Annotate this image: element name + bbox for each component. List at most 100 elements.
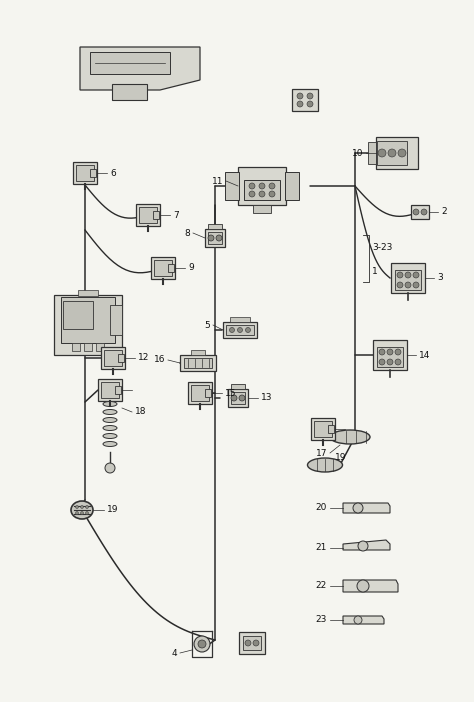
- Circle shape: [229, 328, 235, 333]
- FancyBboxPatch shape: [136, 204, 160, 226]
- Circle shape: [413, 272, 419, 278]
- Text: 9: 9: [188, 263, 194, 272]
- FancyBboxPatch shape: [225, 172, 239, 200]
- FancyBboxPatch shape: [292, 89, 318, 111]
- Text: 3: 3: [437, 274, 443, 282]
- Text: 11: 11: [211, 176, 223, 185]
- FancyBboxPatch shape: [205, 229, 225, 247]
- FancyBboxPatch shape: [110, 305, 122, 335]
- Circle shape: [253, 640, 259, 646]
- Circle shape: [198, 640, 206, 648]
- FancyBboxPatch shape: [188, 382, 212, 404]
- Circle shape: [395, 359, 401, 365]
- FancyBboxPatch shape: [104, 350, 122, 366]
- FancyBboxPatch shape: [208, 232, 222, 244]
- Circle shape: [353, 503, 363, 513]
- Polygon shape: [80, 52, 90, 80]
- Text: 21: 21: [316, 543, 327, 552]
- FancyBboxPatch shape: [238, 167, 286, 205]
- Text: 7: 7: [173, 211, 179, 220]
- Circle shape: [358, 541, 368, 551]
- Circle shape: [387, 349, 393, 355]
- Text: 19: 19: [335, 453, 346, 463]
- Text: 16: 16: [154, 355, 165, 364]
- Circle shape: [249, 191, 255, 197]
- Circle shape: [259, 191, 265, 197]
- Circle shape: [297, 101, 303, 107]
- Circle shape: [269, 191, 275, 197]
- FancyBboxPatch shape: [285, 172, 299, 200]
- FancyBboxPatch shape: [377, 347, 403, 367]
- Circle shape: [307, 93, 313, 99]
- Text: 17: 17: [316, 449, 327, 458]
- FancyBboxPatch shape: [61, 297, 115, 343]
- FancyBboxPatch shape: [239, 632, 265, 654]
- FancyBboxPatch shape: [228, 389, 248, 407]
- FancyBboxPatch shape: [84, 343, 92, 351]
- Circle shape: [387, 359, 393, 365]
- Circle shape: [85, 505, 89, 508]
- Circle shape: [297, 93, 303, 99]
- Text: 6: 6: [110, 168, 116, 178]
- Circle shape: [75, 505, 79, 508]
- Ellipse shape: [103, 434, 117, 439]
- FancyBboxPatch shape: [139, 207, 157, 223]
- FancyBboxPatch shape: [231, 392, 245, 404]
- Circle shape: [208, 235, 214, 241]
- Ellipse shape: [103, 425, 117, 430]
- Ellipse shape: [103, 442, 117, 446]
- Circle shape: [379, 349, 385, 355]
- Text: 20: 20: [316, 503, 327, 512]
- Circle shape: [194, 636, 210, 652]
- FancyBboxPatch shape: [90, 52, 170, 74]
- Polygon shape: [343, 580, 398, 592]
- Circle shape: [379, 359, 385, 365]
- FancyBboxPatch shape: [168, 264, 174, 272]
- FancyBboxPatch shape: [180, 355, 216, 371]
- Circle shape: [216, 235, 222, 241]
- Text: 14: 14: [419, 350, 430, 359]
- Polygon shape: [343, 540, 390, 550]
- FancyBboxPatch shape: [223, 322, 257, 338]
- FancyBboxPatch shape: [231, 383, 245, 388]
- Circle shape: [307, 101, 313, 107]
- FancyBboxPatch shape: [153, 211, 159, 219]
- FancyBboxPatch shape: [368, 142, 376, 164]
- Text: 22: 22: [316, 581, 327, 590]
- FancyBboxPatch shape: [191, 350, 205, 355]
- Circle shape: [398, 149, 406, 157]
- Circle shape: [269, 183, 275, 189]
- Text: 15: 15: [225, 388, 237, 397]
- Text: 5: 5: [204, 321, 210, 329]
- FancyBboxPatch shape: [208, 223, 222, 228]
- FancyBboxPatch shape: [73, 162, 97, 184]
- Text: 13: 13: [261, 394, 273, 402]
- FancyBboxPatch shape: [243, 636, 261, 650]
- Circle shape: [239, 395, 245, 401]
- Text: 2: 2: [441, 208, 447, 216]
- Polygon shape: [80, 47, 200, 90]
- FancyBboxPatch shape: [54, 295, 122, 355]
- FancyBboxPatch shape: [230, 317, 250, 322]
- FancyBboxPatch shape: [411, 205, 429, 219]
- FancyBboxPatch shape: [253, 205, 271, 213]
- Circle shape: [81, 505, 83, 508]
- Circle shape: [81, 512, 83, 515]
- FancyBboxPatch shape: [377, 141, 407, 165]
- Circle shape: [388, 149, 396, 157]
- FancyBboxPatch shape: [101, 347, 125, 369]
- FancyBboxPatch shape: [226, 325, 254, 335]
- Circle shape: [237, 328, 243, 333]
- Circle shape: [231, 395, 237, 401]
- Circle shape: [354, 616, 362, 624]
- FancyBboxPatch shape: [391, 263, 425, 293]
- FancyBboxPatch shape: [328, 425, 334, 433]
- FancyBboxPatch shape: [78, 290, 98, 296]
- Text: 4: 4: [172, 649, 177, 658]
- Text: 18: 18: [135, 407, 146, 416]
- FancyBboxPatch shape: [76, 165, 94, 181]
- Circle shape: [378, 149, 386, 157]
- Circle shape: [413, 282, 419, 288]
- Circle shape: [405, 272, 411, 278]
- FancyBboxPatch shape: [184, 358, 212, 368]
